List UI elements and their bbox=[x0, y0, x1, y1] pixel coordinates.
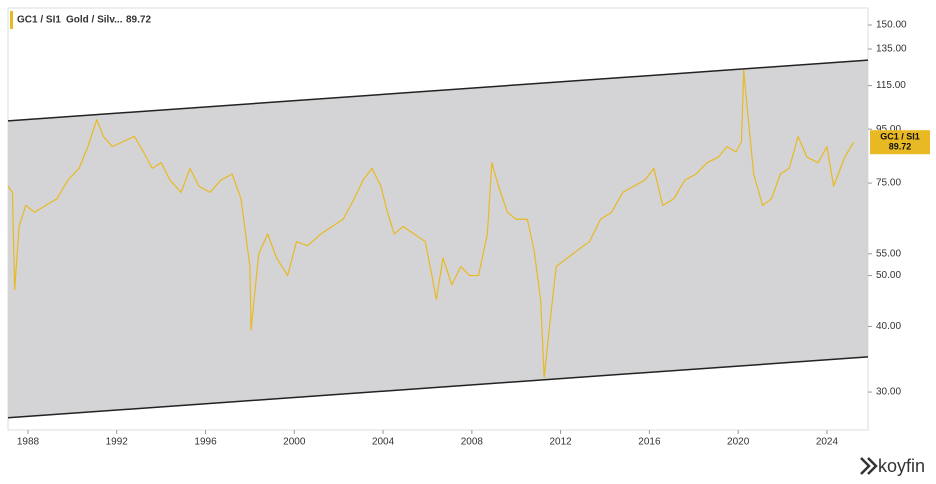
badge-value: 89.72 bbox=[889, 142, 912, 152]
brand-logo: koyfin bbox=[860, 456, 925, 476]
x-tick-label: 2004 bbox=[372, 437, 395, 448]
x-tick-label: 2012 bbox=[549, 437, 572, 448]
y-tick-label: 75.00 bbox=[876, 178, 901, 189]
brand-text: koyfin bbox=[878, 456, 925, 476]
header-last: 89.72 bbox=[126, 15, 151, 26]
series-line bbox=[7, 69, 855, 378]
header-swatch bbox=[10, 11, 13, 29]
channel-band bbox=[8, 60, 868, 418]
brand-icon bbox=[860, 457, 878, 475]
channel-upper bbox=[7, 59, 869, 122]
y-tick-label: 150.00 bbox=[876, 20, 907, 31]
x-tick-label: 2024 bbox=[816, 437, 839, 448]
y-tick-label: 50.00 bbox=[876, 270, 901, 281]
x-tick-label: 2020 bbox=[727, 437, 750, 448]
x-tick-label: 2000 bbox=[283, 437, 306, 448]
x-tick-label: 1996 bbox=[194, 437, 217, 448]
channel-lower bbox=[7, 356, 869, 419]
y-tick-label: 95.00 bbox=[876, 124, 901, 135]
y-tick-label: 40.00 bbox=[876, 321, 901, 332]
y-tick-label: 55.00 bbox=[876, 248, 901, 259]
x-tick-label: 2016 bbox=[638, 437, 661, 448]
y-tick-label: 115.00 bbox=[876, 80, 906, 91]
last-value-badge bbox=[870, 130, 930, 155]
header-name: Gold / Silv... bbox=[66, 15, 123, 26]
plot-area bbox=[7, 59, 869, 419]
y-tick-label: 135.00 bbox=[876, 44, 907, 55]
y-tick-label: 30.00 bbox=[876, 387, 901, 398]
header-box bbox=[10, 9, 164, 31]
header-ticker: GC1 / SI1 bbox=[17, 15, 61, 26]
x-tick-label: 1988 bbox=[17, 437, 40, 448]
badge-name: GC1 / SI1 bbox=[880, 132, 920, 142]
x-tick-label: 1992 bbox=[106, 437, 129, 448]
x-tick-label: 2008 bbox=[461, 437, 484, 448]
